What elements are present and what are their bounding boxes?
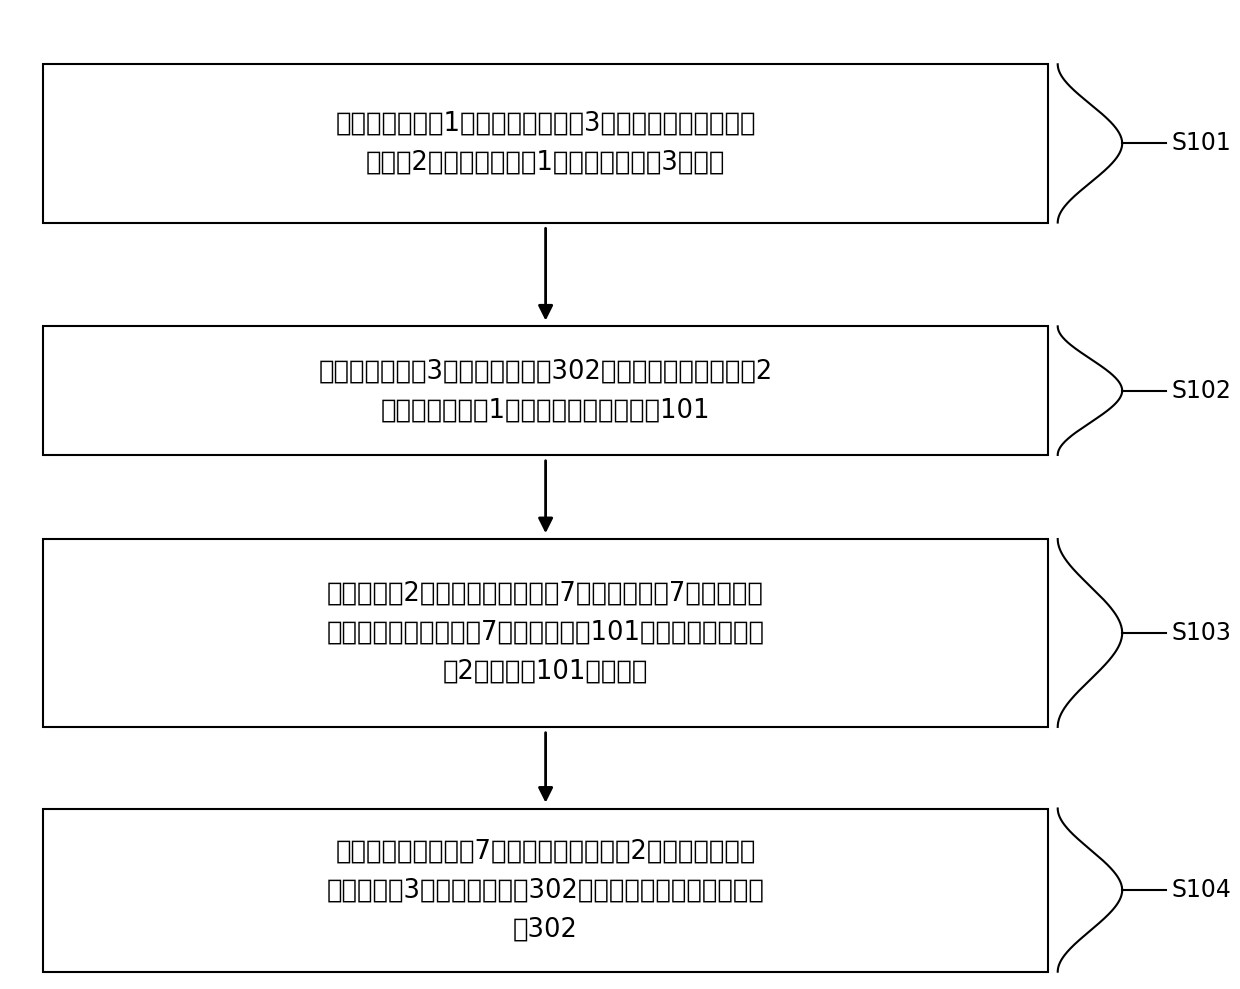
Text: 对第一有机膜层3的待刻蚀隔离槽302的区域对应的金属膜层2
和第一阻挡膜层1进行刻蚀，形成开口槽101: 对第一有机膜层3的待刻蚀隔离槽302的区域对应的金属膜层2 和第一阻挡膜层1进行… <box>319 358 773 423</box>
Text: S101: S101 <box>1172 132 1231 155</box>
Text: S104: S104 <box>1172 878 1231 902</box>
Text: S102: S102 <box>1172 379 1231 403</box>
Text: S103: S103 <box>1172 621 1231 645</box>
Bar <box>43 539 1048 727</box>
Text: 在第一阻挡膜层1远离第一有机膜层3的一侧表面设置一层金
属膜层2；第一阻挡膜层1和第一有机膜层3相层叠: 在第一阻挡膜层1远离第一有机膜层3的一侧表面设置一层金 属膜层2；第一阻挡膜层1… <box>335 111 756 176</box>
Text: 以图形化的光刻胶层7和刻蚀后的金属膜层2作为掩膜，对第
一有机膜层3的待刻蚀隔离槽302的区域进行刻蚀，形成隔离
槽302: 以图形化的光刻胶层7和刻蚀后的金属膜层2作为掩膜，对第 一有机膜层3的待刻蚀隔离… <box>326 838 765 943</box>
Bar <box>43 809 1048 971</box>
Text: 在金属膜层2上设置一层光刻胶层7，对光刻胶层7进行图形化
使得图形化的光刻胶层7中对应开口槽101的开口大于金属膜
层2在开口槽101处的开口: 在金属膜层2上设置一层光刻胶层7，对光刻胶层7进行图形化 使得图形化的光刻胶层7… <box>326 581 765 685</box>
Bar <box>43 64 1048 223</box>
Bar <box>43 326 1048 455</box>
